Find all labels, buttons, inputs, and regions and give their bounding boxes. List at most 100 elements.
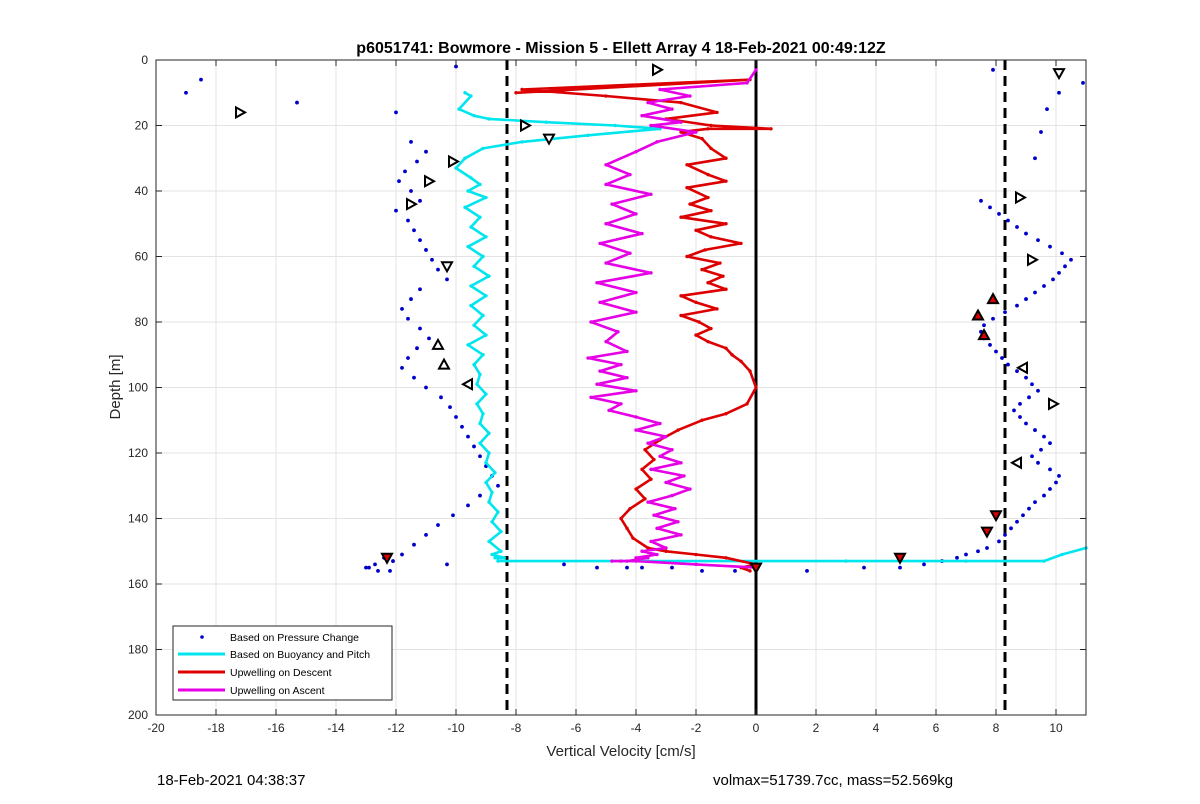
series-upwelling-ascent-point xyxy=(664,546,668,550)
pressure-point xyxy=(424,149,428,154)
series-upwelling-ascent-point xyxy=(679,461,683,465)
series-upwelling-descent-point xyxy=(709,235,713,239)
pressure-point xyxy=(700,569,704,573)
pressure-point xyxy=(1015,519,1019,524)
series-upwelling-descent-point xyxy=(709,123,713,128)
pressure-point xyxy=(1057,474,1061,478)
x-tick-label: -20 xyxy=(147,721,165,735)
series-buoyancy-pitch-point xyxy=(478,421,482,426)
pressure-point xyxy=(1033,500,1037,505)
pressure-point xyxy=(445,562,449,567)
series-upwelling-descent-point xyxy=(769,127,773,131)
pressure-point xyxy=(922,562,926,567)
series-upwelling-descent-point xyxy=(754,385,758,390)
series-upwelling-descent-point xyxy=(718,261,722,265)
series-upwelling-ascent-point xyxy=(586,356,590,360)
triangle-marker xyxy=(520,118,533,133)
pressure-point xyxy=(400,552,404,557)
pressure-point xyxy=(1036,460,1040,465)
x-tick-label: 8 xyxy=(993,721,1000,735)
x-tick-label: -6 xyxy=(571,721,582,735)
pressure-point xyxy=(991,67,995,72)
triangle-marker xyxy=(652,63,665,77)
series-upwelling-descent-point xyxy=(604,94,608,98)
pressure-point xyxy=(1024,297,1028,301)
series-upwelling-ascent-point xyxy=(664,434,668,439)
series-upwelling-ascent-point xyxy=(625,559,629,563)
pressure-point xyxy=(406,356,410,360)
series-buoyancy-pitch-point xyxy=(454,166,458,170)
series-buoyancy-pitch-point xyxy=(490,490,494,494)
pressure-point xyxy=(406,218,410,223)
series-upwelling-descent-point xyxy=(739,241,743,246)
pressure-point xyxy=(1036,388,1040,393)
series-upwelling-ascent-point xyxy=(694,130,698,134)
series-upwelling-ascent-point xyxy=(634,415,638,419)
series-upwelling-ascent-point xyxy=(625,375,629,380)
series-layer xyxy=(184,63,1088,575)
series-upwelling-descent-point xyxy=(625,526,629,531)
triangle-marker xyxy=(406,197,419,211)
pressure-point xyxy=(496,483,500,488)
triangle-marker xyxy=(749,562,763,575)
series-buoyancy-pitch-point xyxy=(478,441,482,445)
x-tick-label: 6 xyxy=(933,721,940,735)
series-upwelling-descent-point xyxy=(715,307,719,311)
triangle-marker xyxy=(1048,397,1061,411)
series-upwelling-ascent-point xyxy=(646,556,650,560)
series-upwelling-descent-point xyxy=(703,248,707,252)
series-upwelling-ascent-point xyxy=(640,231,644,236)
series-buoyancy-pitch-point xyxy=(544,120,548,124)
series-buoyancy-pitch-point xyxy=(472,113,476,118)
pressure-point xyxy=(400,365,404,370)
series-buoyancy-pitch-point xyxy=(502,556,506,560)
series-upwelling-ascent-point xyxy=(607,408,611,413)
series-upwelling-ascent-point xyxy=(610,559,614,563)
series-upwelling-descent-point xyxy=(706,281,710,285)
series-upwelling-ascent-point xyxy=(640,549,644,553)
series-upwelling-ascent-point xyxy=(658,421,662,426)
pressure-point xyxy=(1048,244,1052,249)
series-buoyancy-pitch-point xyxy=(484,294,488,298)
series-buoyancy-pitch-point xyxy=(466,244,470,249)
series-upwelling-ascent-point xyxy=(682,474,686,478)
pressure-point xyxy=(415,346,419,351)
pressure-point xyxy=(1003,532,1007,537)
series-upwelling-descent-point xyxy=(724,179,728,183)
series-upwelling-ascent-point xyxy=(652,513,656,517)
series-buoyancy-pitch-point xyxy=(490,520,494,524)
series-upwelling-ascent-point xyxy=(610,202,614,206)
pressure-point xyxy=(1057,90,1061,95)
pressure-point xyxy=(1045,107,1049,112)
x-tick-label: -18 xyxy=(207,721,225,735)
series-buoyancy-pitch-point xyxy=(499,529,503,534)
series-upwelling-ascent-point xyxy=(604,222,608,226)
series-upwelling-ascent-point xyxy=(589,395,593,400)
series-buoyancy-pitch-point xyxy=(463,91,467,95)
pressure-point xyxy=(1042,284,1046,288)
series-buoyancy-pitch-point xyxy=(1042,559,1046,563)
series-upwelling-descent-point xyxy=(685,186,689,190)
series-upwelling-ascent-point xyxy=(658,454,662,458)
pressure-point xyxy=(445,277,449,282)
pressure-point xyxy=(1048,467,1052,472)
triangle-marker xyxy=(424,174,437,188)
chart-title: p6051741: Bowmore - Mission 5 - Ellett A… xyxy=(356,40,886,57)
y-tick-label: 120 xyxy=(128,446,148,460)
pressure-point xyxy=(1057,270,1061,275)
legend-label-ascent: Upwelling on Ascent xyxy=(230,685,325,697)
series-buoyancy-pitch-point xyxy=(478,372,482,377)
series-upwelling-ascent-point xyxy=(634,212,638,216)
series-upwelling-ascent-point xyxy=(670,493,674,498)
series-upwelling-descent xyxy=(514,77,773,573)
y-tick-label: 40 xyxy=(135,184,149,198)
pressure-point xyxy=(1024,421,1028,426)
series-buoyancy-pitch-point xyxy=(496,559,500,563)
pressure-point xyxy=(625,565,629,570)
series-upwelling-ascent-point xyxy=(646,441,650,445)
series-upwelling-ascent-point xyxy=(679,533,683,537)
pressure-point xyxy=(997,539,1001,544)
pressure-point xyxy=(451,513,455,518)
series-buoyancy-pitch-point xyxy=(520,140,524,144)
pressure-point xyxy=(439,395,443,400)
